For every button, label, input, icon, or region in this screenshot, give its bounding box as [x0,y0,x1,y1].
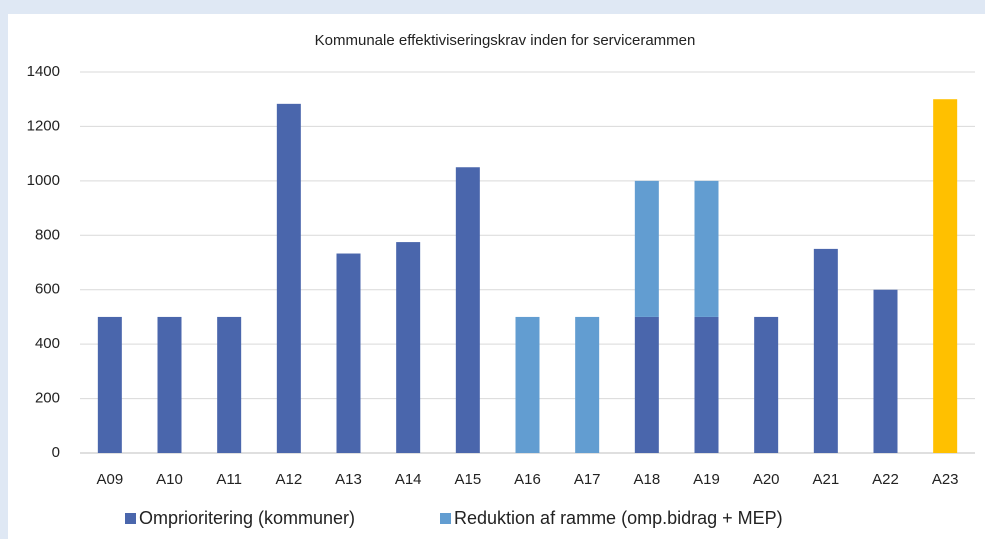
x-tick-label: A13 [335,471,362,488]
y-tick-label: 400 [35,335,60,352]
bar [276,103,301,454]
y-tick-label: 0 [52,444,60,461]
legend-swatch [125,513,136,524]
x-tick-label: A21 [812,471,839,488]
bar [217,316,242,453]
y-tick-label: 800 [35,226,60,243]
chart-title: Kommunale effektiviseringskrav inden for… [315,32,696,49]
x-tick-label: A11 [216,471,242,488]
bar [455,167,480,453]
x-tick-label: A23 [932,471,959,488]
legend-swatch [440,513,451,524]
x-tick-label: A19 [693,471,720,488]
bar [754,316,779,453]
bar [634,316,659,453]
x-tick-label: A09 [96,471,123,488]
y-tick-label: 1000 [27,172,60,189]
bar [694,316,719,453]
bar [97,316,122,453]
x-tick-label: A16 [514,471,541,488]
x-tick-label: A15 [454,471,481,488]
y-tick-label: 1200 [27,117,60,134]
y-tick-label: 1400 [27,63,60,80]
x-tick-label: A18 [633,471,660,488]
bar [396,242,421,453]
y-tick-label: 200 [35,390,60,407]
x-tick-label: A22 [872,471,899,488]
x-tick-label: A12 [275,471,302,488]
legend-label: Reduktion af ramme (omp.bidrag + MEP) [454,508,783,528]
bar [933,99,958,453]
bar [575,316,600,453]
bar [873,289,898,453]
x-tick-label: A20 [753,471,780,488]
chart-area [8,14,985,539]
x-tick-label: A10 [156,471,183,488]
bar [336,253,361,453]
bar [515,316,540,453]
bar [694,180,719,317]
bar [813,248,838,453]
legend-label: Omprioritering (kommuner) [139,508,355,528]
y-tick-label: 600 [35,281,60,298]
bar [157,316,182,453]
x-tick-label: A14 [395,471,422,488]
bar [634,180,659,317]
x-tick-label: A17 [574,471,601,488]
